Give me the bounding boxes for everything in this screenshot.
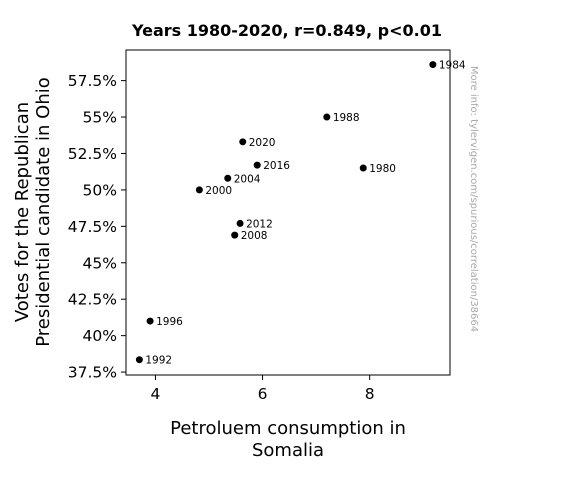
data-point-label: 2012: [246, 218, 273, 230]
data-point-label: 2000: [205, 185, 232, 197]
data-point-label: 1984: [439, 60, 466, 72]
y-axis-label-line-2: Presidential candidate in Ohio: [33, 77, 54, 347]
y-tick-label: 37.5%: [68, 364, 117, 382]
data-point: [323, 113, 331, 121]
data-point: [236, 219, 244, 227]
x-tick-label: 6: [258, 385, 268, 403]
y-tick-label: 40%: [83, 327, 117, 345]
data-point-label: 1980: [369, 163, 396, 175]
data-point-label: 2016: [263, 160, 290, 172]
y-tick-label: 50%: [83, 181, 117, 199]
x-tick-label: 4: [151, 385, 161, 403]
data-point: [224, 174, 232, 182]
x-axis-label-line-2: Somalia: [252, 440, 324, 461]
data-point: [253, 161, 261, 169]
y-tick-label: 57.5%: [68, 72, 117, 90]
y-tick-label: 45%: [83, 254, 117, 272]
data-point-label: 2008: [241, 230, 268, 242]
data-point-label: 1996: [156, 316, 183, 328]
data-point: [146, 317, 154, 325]
y-tick-label: 55%: [83, 109, 117, 127]
data-point-label: 1988: [333, 112, 360, 124]
data-point: [359, 164, 367, 172]
data-point-label: 2004: [234, 173, 261, 185]
plot-frame: [125, 49, 451, 376]
y-axis-label-line-1: Votes for the Republican: [12, 102, 33, 322]
y-tick-label: 52.5%: [68, 145, 117, 163]
plot-area: 4 6 8 37.5% 40% 42.5% 45% 47.5% 50% 52.5% 55% 57.5%…: [68, 49, 466, 403]
data-point: [231, 231, 239, 239]
x-axis-label-line-1: Petroluem consumption in: [170, 418, 406, 439]
data-point: [429, 61, 437, 69]
data-point: [135, 356, 143, 364]
y-tick-label: 47.5%: [68, 218, 117, 236]
watermark-text: More info: tylervigen.com/spurious/corre…: [468, 66, 479, 332]
chart-title: Years 1980-2020, r=0.849, p<0.01: [131, 21, 442, 40]
data-point-label: 1992: [145, 355, 172, 367]
data-point-label: 2020: [249, 137, 276, 149]
y-tick-label: 42.5%: [68, 291, 117, 309]
data-point: [239, 138, 247, 146]
x-tick-label: 8: [365, 385, 375, 403]
data-point: [195, 186, 203, 194]
